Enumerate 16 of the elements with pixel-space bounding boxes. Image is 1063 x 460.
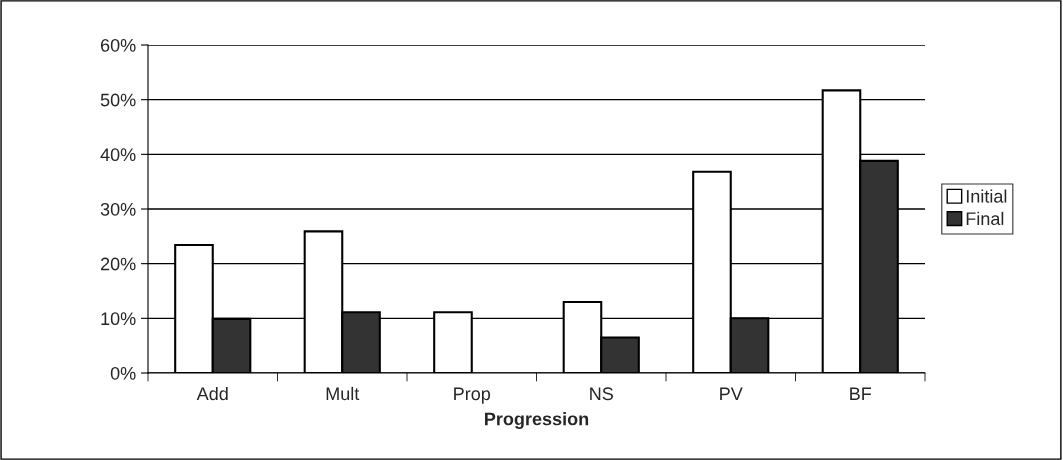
y-tick-label: 0% [110,366,136,380]
x-axis-title: Progression [485,412,589,429]
x-tick-label: Prop [454,387,491,404]
y-tick-label: 60% [100,38,136,52]
y-tick-label: 40% [100,148,136,162]
y-tick-label: 20% [100,257,136,271]
legend-label: Final [966,211,1004,226]
y-tick-label: 50% [100,93,136,107]
x-tick-label: BF [850,387,872,400]
x-tick-label: Add [196,386,228,401]
x-tick-label: NS [590,387,613,401]
x-tick-label: Mult [326,386,360,401]
legend-label: Initial [966,189,1007,203]
y-tick-label: 10% [101,312,136,326]
y-tick-label: 30% [100,202,136,216]
x-tick-label: PV [720,387,743,400]
